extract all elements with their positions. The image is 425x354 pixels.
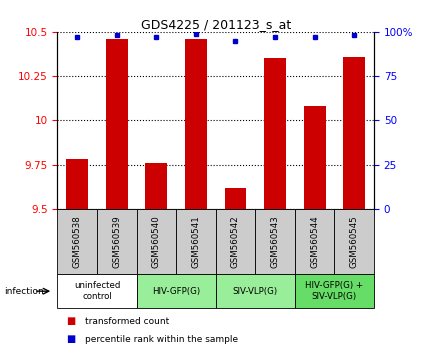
Bar — [176, 209, 215, 274]
Bar — [343, 57, 365, 209]
Text: transformed count: transformed count — [85, 317, 169, 326]
Bar — [215, 209, 255, 274]
Text: GSM560543: GSM560543 — [271, 215, 280, 268]
Text: GSM560538: GSM560538 — [73, 215, 82, 268]
Text: GSM560541: GSM560541 — [191, 215, 201, 268]
Text: GSM560540: GSM560540 — [152, 215, 161, 268]
Bar — [97, 209, 136, 274]
Bar — [255, 209, 295, 274]
Bar — [334, 209, 374, 274]
Text: ■: ■ — [66, 334, 75, 344]
Text: GSM560545: GSM560545 — [350, 215, 359, 268]
Text: percentile rank within the sample: percentile rank within the sample — [85, 335, 238, 344]
Bar — [215, 274, 295, 308]
Bar — [136, 209, 176, 274]
Text: GSM560539: GSM560539 — [112, 215, 121, 268]
Bar — [295, 274, 374, 308]
Text: uninfected
control: uninfected control — [74, 281, 120, 301]
Bar — [145, 163, 167, 209]
Bar — [106, 39, 128, 209]
Text: GSM560542: GSM560542 — [231, 215, 240, 268]
Text: ■: ■ — [66, 316, 75, 326]
Bar — [224, 188, 246, 209]
Text: SIV-VLP(G): SIV-VLP(G) — [233, 287, 278, 296]
Text: HIV-GFP(G): HIV-GFP(G) — [152, 287, 200, 296]
Bar — [57, 209, 97, 274]
Bar — [264, 58, 286, 209]
Bar — [185, 39, 207, 209]
Bar — [57, 274, 136, 308]
Text: infection: infection — [4, 287, 44, 296]
Bar — [304, 106, 326, 209]
Text: HIV-GFP(G) +
SIV-VLP(G): HIV-GFP(G) + SIV-VLP(G) — [305, 281, 363, 301]
Title: GDS4225 / 201123_s_at: GDS4225 / 201123_s_at — [141, 18, 291, 31]
Bar — [136, 274, 215, 308]
Bar — [66, 159, 88, 209]
Text: GSM560544: GSM560544 — [310, 215, 319, 268]
Bar — [295, 209, 334, 274]
